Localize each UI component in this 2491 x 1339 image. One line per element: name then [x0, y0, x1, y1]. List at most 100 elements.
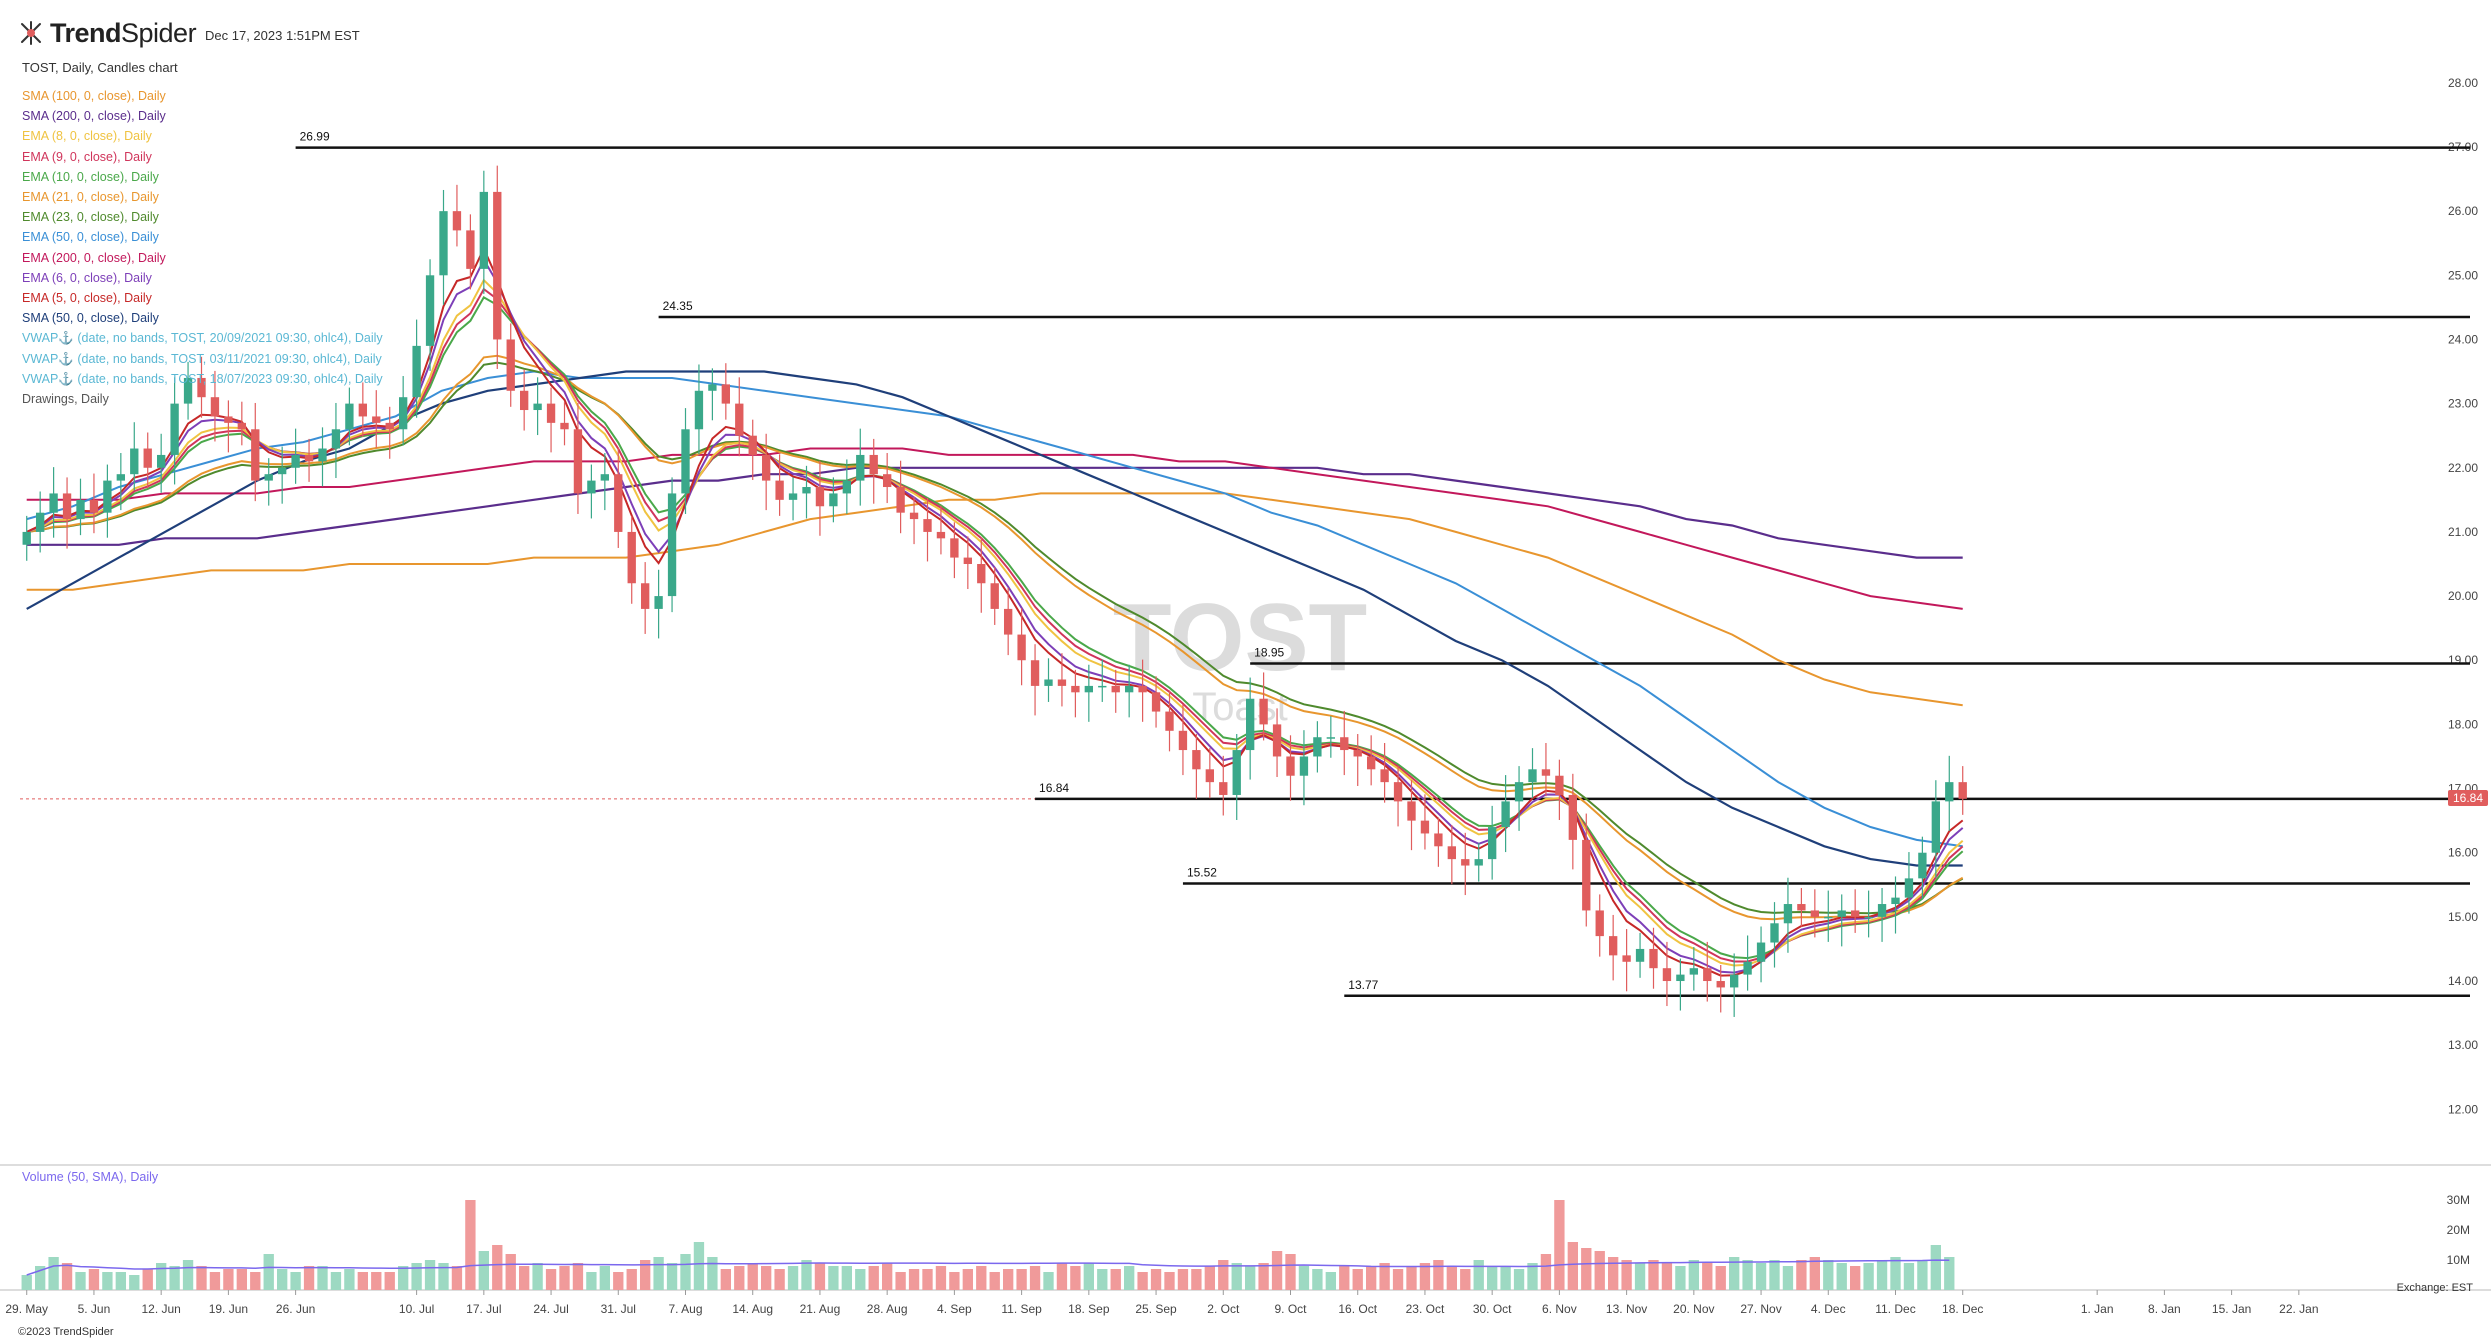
- candle-body: [533, 403, 542, 411]
- legend-item[interactable]: EMA (8, 0, close), Daily: [22, 129, 152, 144]
- candle-body: [479, 191, 489, 269]
- x-tick-label: 9. Oct: [1274, 1302, 1307, 1316]
- candle-body: [1649, 948, 1658, 969]
- candle-body: [1582, 839, 1591, 911]
- volume-bar: [828, 1266, 839, 1290]
- candle-body: [856, 454, 865, 481]
- volume-bar: [841, 1266, 853, 1290]
- candle-body: [103, 480, 112, 513]
- candle-body: [143, 448, 152, 468]
- chart-subtitle: TOST, Daily, Candles chart: [22, 60, 178, 75]
- level-label: 18.95: [1254, 645, 1284, 659]
- legend-item[interactable]: VWAP⚓ (date, no bands, TOST, 03/11/2021 …: [22, 351, 382, 366]
- x-tick-label: 29. May: [5, 1302, 48, 1316]
- x-tick-label: 20. Nov: [1673, 1302, 1714, 1316]
- volume-bar: [397, 1266, 409, 1290]
- candle-body: [1178, 730, 1188, 751]
- legend-item[interactable]: VWAP⚓ (date, no bands, TOST, 20/09/2021 …: [22, 331, 383, 346]
- candle-body: [869, 454, 878, 475]
- volume-bar: [1325, 1272, 1337, 1290]
- legend-item[interactable]: EMA (23, 0, close), Daily: [22, 210, 159, 225]
- y-tick-label: 25.00: [2448, 268, 2478, 282]
- volume-bar: [653, 1257, 664, 1290]
- legend-item[interactable]: EMA (9, 0, close), Daily: [22, 149, 152, 164]
- candle-body: [977, 564, 986, 584]
- candle-body: [896, 487, 905, 513]
- volume-bar: [1675, 1266, 1686, 1290]
- legend-item[interactable]: EMA (50, 0, close), Daily: [22, 230, 159, 245]
- legend-item[interactable]: Drawings, Daily: [22, 392, 109, 407]
- volume-bar: [1607, 1257, 1619, 1290]
- copyright: ©2023 TrendSpider: [18, 1326, 114, 1338]
- volume-bar: [1244, 1266, 1256, 1290]
- volume-bar: [962, 1269, 974, 1290]
- x-tick-label: 23. Oct: [1406, 1302, 1445, 1316]
- volume-bar: [734, 1266, 745, 1290]
- volume-bar: [572, 1263, 584, 1290]
- volume-bar: [1204, 1266, 1216, 1290]
- candle-body: [1434, 833, 1443, 847]
- x-tick-label: 2. Oct: [1207, 1302, 1240, 1316]
- volume-bar: [451, 1266, 463, 1290]
- legend-item[interactable]: EMA (10, 0, close), Daily: [22, 169, 159, 184]
- candle-body: [1017, 634, 1026, 661]
- candle-body: [331, 429, 341, 449]
- candle-body: [1662, 968, 1672, 982]
- candle-body: [76, 499, 85, 520]
- legend-item[interactable]: VWAP⚓ (date, no bands, TOST, 18/07/2023 …: [22, 371, 383, 386]
- y-tick-label: 26.00: [2448, 204, 2478, 218]
- volume-bar: [559, 1266, 570, 1290]
- legend-item[interactable]: EMA (6, 0, close), Daily: [22, 270, 152, 285]
- candle-body: [1514, 782, 1524, 802]
- volume-bar: [1876, 1260, 1888, 1290]
- x-tick-label: 16. Oct: [1338, 1302, 1377, 1316]
- x-tick-label: 5. Jun: [78, 1302, 111, 1316]
- candle-body: [277, 467, 287, 475]
- candle-body: [1837, 910, 1846, 917]
- x-tick-label: 17. Jul: [466, 1302, 501, 1316]
- x-tick-label: 28. Aug: [867, 1302, 908, 1316]
- y-tick-label: 16.00: [2448, 846, 2478, 860]
- volume-bar: [424, 1260, 436, 1290]
- volume-bar: [1944, 1257, 1955, 1290]
- volume-bar: [115, 1272, 127, 1290]
- volume-bar: [1513, 1269, 1525, 1290]
- candle-body: [936, 531, 946, 539]
- legend-item[interactable]: EMA (200, 0, close), Daily: [22, 250, 166, 265]
- x-tick-label: 14. Aug: [732, 1302, 773, 1316]
- candle-body: [627, 531, 636, 584]
- x-tick-label: 21. Aug: [800, 1302, 841, 1316]
- volume-bar: [1661, 1263, 1673, 1290]
- candle-body: [304, 454, 314, 462]
- candle-body: [909, 512, 919, 520]
- volume-bar: [1648, 1260, 1659, 1290]
- candle-body: [1756, 942, 1766, 962]
- candle-body: [1165, 711, 1174, 731]
- ema21-line: [26, 354, 1964, 921]
- candle-body: [1232, 750, 1241, 795]
- legend-item[interactable]: EMA (5, 0, close), Daily: [22, 291, 152, 306]
- volume-bar: [1567, 1242, 1579, 1290]
- volume-bar: [1352, 1269, 1363, 1290]
- x-tick-label: 30. Oct: [1473, 1302, 1512, 1316]
- y-tick-label: 22.00: [2448, 461, 2478, 475]
- candle-body: [1340, 737, 1349, 751]
- legend-item[interactable]: SMA (50, 0, close), Daily: [22, 311, 159, 326]
- volume-bar: [1419, 1263, 1431, 1290]
- candle-body: [398, 397, 408, 430]
- volume-bar: [586, 1272, 597, 1290]
- legend-item[interactable]: EMA (21, 0, close), Daily: [22, 190, 159, 205]
- legend-item[interactable]: SMA (200, 0, close), Daily: [22, 109, 166, 124]
- volume-sma-line: [26, 1259, 1950, 1276]
- candle-body: [1608, 936, 1618, 956]
- volume-bar: [881, 1263, 893, 1290]
- volume-title: Volume (50, SMA), Daily: [22, 1170, 159, 1184]
- candle-body: [546, 403, 556, 423]
- legend-item[interactable]: SMA (100, 0, close), Daily: [22, 89, 166, 103]
- y-tick-label: 23.00: [2448, 397, 2478, 411]
- candle-body: [1850, 910, 1860, 917]
- volume-bar: [1150, 1269, 1162, 1290]
- volume-bar: [545, 1269, 557, 1290]
- candle-body: [560, 422, 569, 430]
